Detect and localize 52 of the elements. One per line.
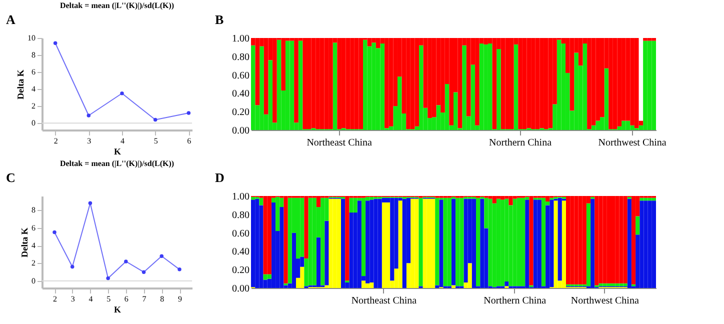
y-axis-title: Delta K [20, 228, 30, 258]
y-tick-label: 8 [32, 50, 36, 60]
x-tick-label: Northeast China [306, 138, 373, 148]
y-tick-label: 0.80 [232, 210, 250, 221]
text: D [215, 170, 224, 185]
y-tick-label: 1.00 [232, 34, 250, 44]
y-tick-label: 0.60 [232, 228, 250, 240]
x-tick-label: 8 [160, 294, 164, 304]
x-tick-label: 5 [154, 136, 158, 146]
text: C [6, 170, 16, 185]
x-tick-label: 4 [88, 294, 93, 304]
y-tick-label: 6 [32, 68, 36, 77]
y-tick-label: 0.00 [232, 126, 250, 136]
x-tick-label: 6 [187, 136, 192, 146]
y-tick-label: 0.80 [232, 52, 250, 63]
x-axis-title: K [114, 304, 122, 314]
y-tick-label: 0 [32, 276, 36, 286]
x-tick-label: 9 [178, 294, 182, 304]
x-tick-label: 2 [54, 136, 58, 146]
chart-title: Deltak = mean (|L''(K)|)/sd(L(K)) [60, 159, 174, 168]
text: B [215, 12, 224, 27]
y-tick-label: 6 [32, 223, 36, 232]
y-tick-label: 2 [32, 102, 36, 111]
x-tick-label: Northeast China [351, 296, 418, 306]
y-tick-label: 4 [32, 84, 36, 94]
x-tick-label: 3 [70, 294, 75, 304]
x-tick-label: Northern China [489, 138, 552, 148]
y-tick-label: 0.40 [232, 246, 250, 258]
x-tick-label: 3 [87, 136, 92, 146]
x-tick-label: Northwest China [570, 296, 640, 306]
text: A [6, 12, 16, 27]
y-tick-label: 0.40 [232, 88, 250, 100]
x-tick-label: 5 [106, 294, 111, 304]
y-tick-label: 0 [32, 118, 36, 128]
x-tick-label: 4 [120, 136, 124, 146]
x-tick-label: 6 [124, 294, 128, 304]
y-tick-label: 0.20 [232, 265, 250, 276]
y-axis-title: Delta K [16, 70, 26, 100]
y-tick-label: 10 [28, 34, 36, 42]
y-tick-label: 2 [32, 258, 36, 268]
y-tick-label: 1.00 [232, 192, 250, 202]
y-tick-label: 8 [32, 206, 36, 215]
x-tick-label: 2 [53, 294, 57, 304]
x-tick-label: Northwest China [598, 138, 667, 148]
y-tick-label: 0.60 [232, 70, 250, 82]
y-tick-label: 0.20 [232, 107, 250, 118]
y-tick-label: 0.00 [232, 284, 250, 294]
y-tick-label: 4 [32, 241, 36, 250]
x-tick-label: 7 [142, 294, 146, 304]
chart-title: Deltak = mean (|L''(K)|)/sd(L(K)) [60, 1, 174, 10]
x-axis-title: K [114, 146, 122, 156]
x-tick-label: Northern China [484, 296, 547, 306]
